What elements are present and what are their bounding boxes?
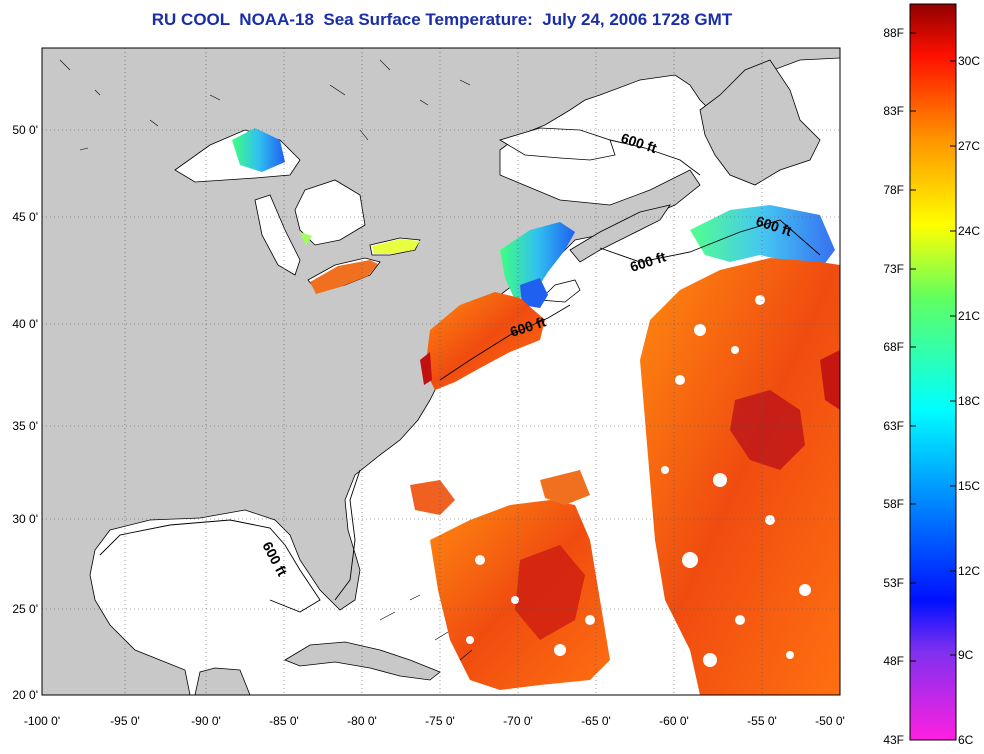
x-axis: -100 0' -95 0' -90 0' -85 0' -80 0' -75 … xyxy=(24,714,845,728)
y-axis: 50 0' 45 0' 40 0' 35 0' 30 0' 25 0' 20 0… xyxy=(12,123,38,702)
y-tick-label: 20 0' xyxy=(12,688,38,702)
y-tick-label: 40 0' xyxy=(12,317,38,331)
colorbar-c-label: 18C xyxy=(958,394,980,408)
gulf-stream-sst xyxy=(640,258,840,695)
colorbar-c-label: 6C xyxy=(958,733,974,747)
land-yucatan xyxy=(194,667,251,695)
x-tick-label: -90 0' xyxy=(191,714,221,728)
y-tick-label: 25 0' xyxy=(12,602,38,616)
lake-sst xyxy=(232,128,420,294)
x-tick-label: -55 0' xyxy=(747,714,777,728)
chesapeake-sst xyxy=(420,352,432,385)
x-tick-label: -80 0' xyxy=(347,714,377,728)
y-tick-label: 35 0' xyxy=(12,419,38,433)
y-tick-label: 50 0' xyxy=(12,123,38,137)
colorbar-c-label: 21C xyxy=(958,309,980,323)
graticule xyxy=(42,48,840,695)
x-tick-label: -65 0' xyxy=(581,714,611,728)
y-tick-label: 30 0' xyxy=(12,512,38,526)
gulf-of-maine-sst xyxy=(500,205,835,308)
colorbar-f-label: 83F xyxy=(883,104,904,118)
colorbar-f-label: 78F xyxy=(883,183,904,197)
map-area xyxy=(42,48,840,695)
colorbar-f-label: 88F xyxy=(883,26,904,40)
colorbar-c-label: 24C xyxy=(958,224,980,238)
land-nova-scotia xyxy=(569,204,671,263)
colorbar-f-label: 68F xyxy=(883,340,904,354)
colorbar-gradient xyxy=(909,3,957,741)
colorbar: 88F 83F 78F 73F 68F 63F 58F 53F 48F 43F … xyxy=(883,3,980,747)
cloud-mask xyxy=(466,295,811,667)
colorbar-f-label: 73F xyxy=(883,262,904,276)
colorbar-f-label: 58F xyxy=(883,497,904,511)
colorbar-c-label: 27C xyxy=(958,139,980,153)
mid-atlantic-sst xyxy=(425,292,545,390)
colorbar-f-label: 53F xyxy=(883,576,904,590)
x-tick-label: -70 0' xyxy=(503,714,533,728)
colorbar-c-label: 30C xyxy=(958,54,980,68)
x-tick-label: -85 0' xyxy=(269,714,299,728)
colorbar-f-label: 63F xyxy=(883,419,904,433)
map-title: RU COOL NOAA-18 Sea Surface Temperature:… xyxy=(151,10,733,29)
x-tick-label: -60 0' xyxy=(659,714,689,728)
y-tick-label: 45 0' xyxy=(12,210,38,224)
coastline-details xyxy=(59,59,473,661)
x-tick-label: -100 0' xyxy=(24,714,60,728)
x-tick-label: -95 0' xyxy=(110,714,140,728)
map-frame xyxy=(41,47,841,696)
colorbar-c-label: 15C xyxy=(958,479,980,493)
colorbar-c-label: 9C xyxy=(958,648,974,662)
isobath-600ft xyxy=(99,139,821,613)
colorbar-f-label: 48F xyxy=(883,654,904,668)
x-tick-label: -50 0' xyxy=(815,714,845,728)
x-tick-label: -75 0' xyxy=(425,714,455,728)
colorbar-c-label: 12C xyxy=(958,564,980,578)
hotspot-sst xyxy=(730,390,805,470)
land-cuba xyxy=(284,641,441,681)
land-newfoundland xyxy=(699,59,821,186)
colorbar-f-label: 43F xyxy=(883,733,904,747)
